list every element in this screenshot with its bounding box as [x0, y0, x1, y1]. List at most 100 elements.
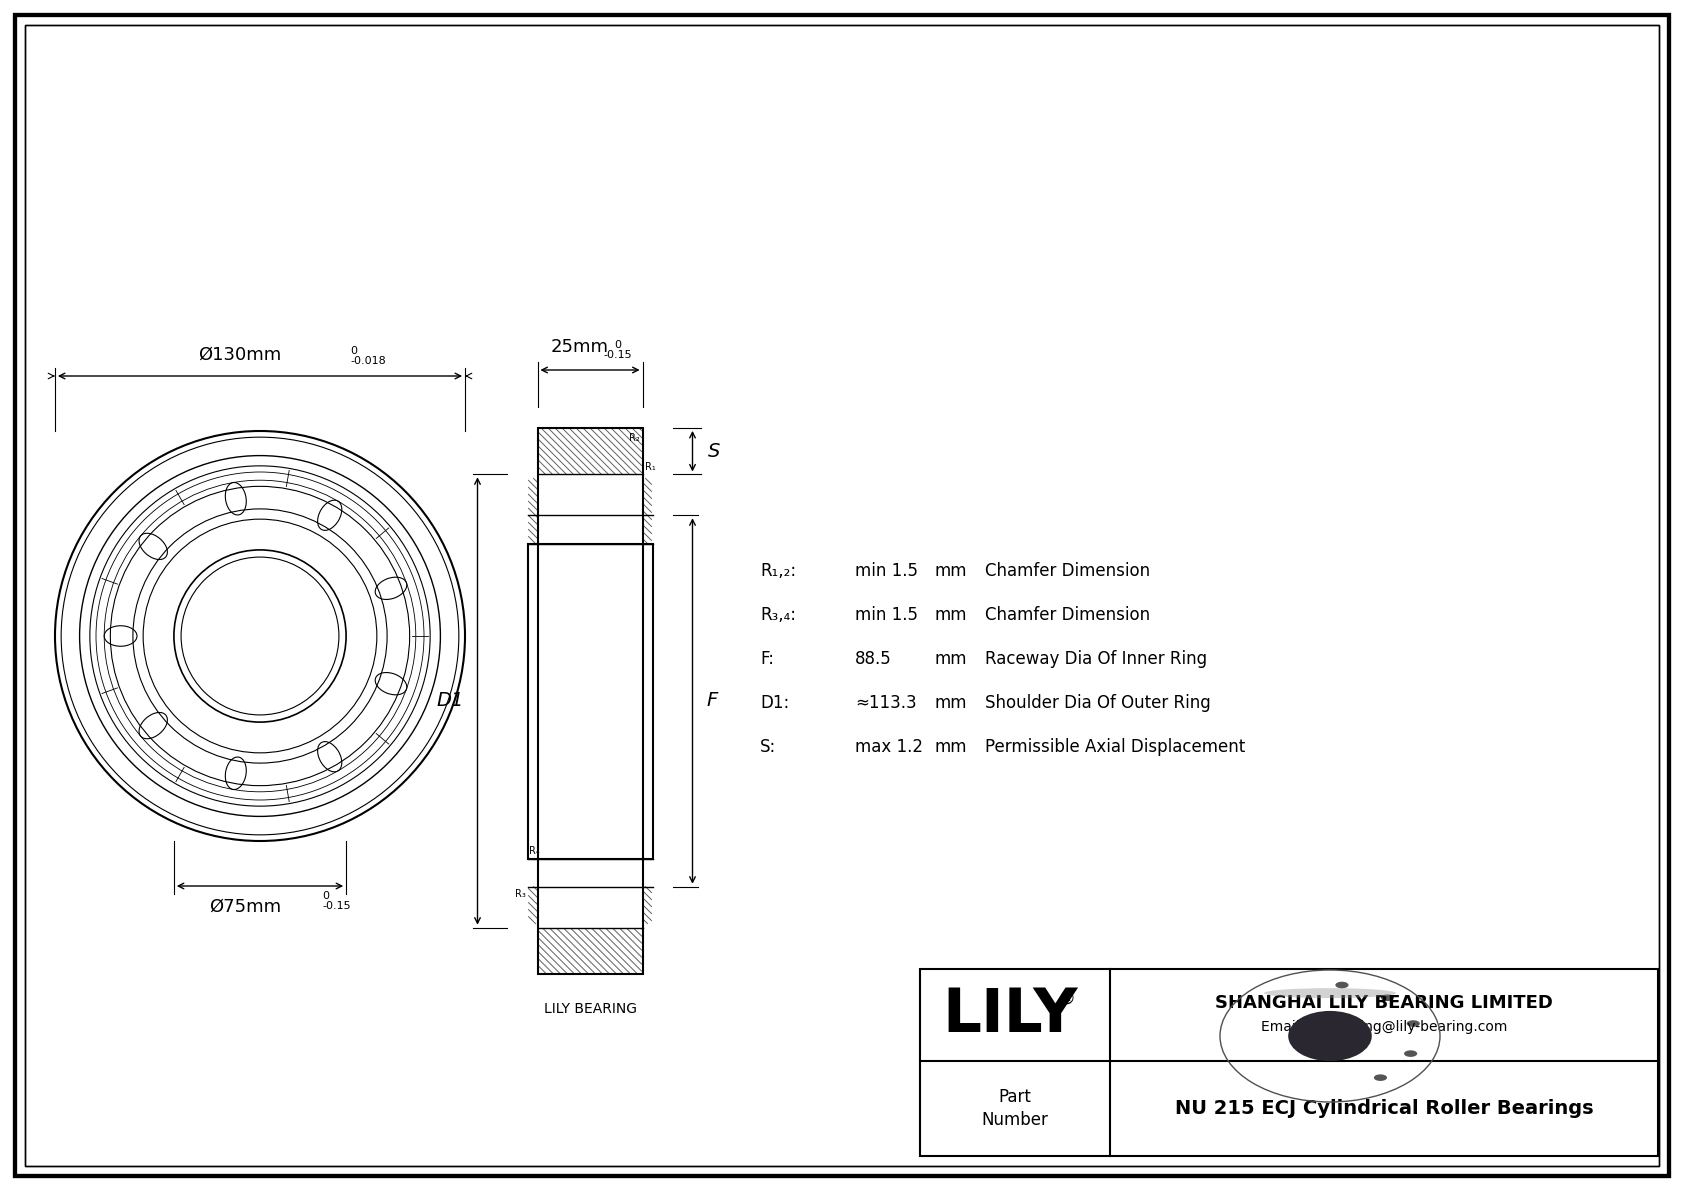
- Polygon shape: [1221, 1025, 1255, 1043]
- Text: Shoulder Dia Of Outer Ring: Shoulder Dia Of Outer Ring: [985, 694, 1211, 712]
- Polygon shape: [1334, 969, 1374, 984]
- Text: -0.15: -0.15: [322, 902, 350, 911]
- Polygon shape: [1371, 974, 1411, 990]
- Polygon shape: [1224, 1012, 1260, 1030]
- Polygon shape: [1435, 1053, 1468, 1071]
- Polygon shape: [1221, 1022, 1256, 1040]
- Polygon shape: [1440, 1040, 1474, 1058]
- Text: 88.5: 88.5: [855, 650, 893, 668]
- Text: R₃: R₃: [515, 888, 525, 899]
- Polygon shape: [1356, 972, 1396, 986]
- Text: min 1.5: min 1.5: [855, 562, 918, 580]
- Text: Chamfer Dimension: Chamfer Dimension: [985, 606, 1150, 624]
- Ellipse shape: [1250, 989, 1410, 1084]
- Text: R₃,₄:: R₃,₄:: [759, 606, 797, 624]
- Polygon shape: [1430, 1009, 1467, 1025]
- Polygon shape: [1438, 1022, 1472, 1040]
- Text: mm: mm: [935, 650, 968, 668]
- Polygon shape: [1238, 997, 1275, 1014]
- Polygon shape: [1436, 1049, 1470, 1066]
- Ellipse shape: [1239, 981, 1421, 1091]
- Polygon shape: [1438, 1025, 1472, 1043]
- Text: 0: 0: [322, 891, 328, 902]
- Bar: [919, 969, 1659, 1156]
- Ellipse shape: [1253, 984, 1474, 1115]
- Ellipse shape: [1295, 1015, 1366, 1058]
- Ellipse shape: [1288, 1011, 1372, 1061]
- Polygon shape: [1270, 979, 1308, 994]
- Polygon shape: [1229, 1004, 1266, 1022]
- Text: -0.15: -0.15: [603, 350, 632, 360]
- Polygon shape: [1384, 979, 1425, 994]
- Bar: [527, 886, 652, 924]
- Text: mm: mm: [935, 694, 968, 712]
- Bar: [537, 474, 643, 928]
- Text: SHANGHAI LILY BEARING LIMITED: SHANGHAI LILY BEARING LIMITED: [1216, 994, 1553, 1012]
- Text: Permissible Axial Displacement: Permissible Axial Displacement: [985, 738, 1244, 756]
- Text: Email: lilybearing@lily-bearing.com: Email: lilybearing@lily-bearing.com: [1261, 1019, 1507, 1034]
- Polygon shape: [1256, 984, 1295, 1000]
- Polygon shape: [1431, 1058, 1467, 1075]
- Polygon shape: [1223, 1049, 1256, 1066]
- Polygon shape: [1246, 990, 1285, 1006]
- Polygon shape: [1251, 986, 1290, 1003]
- Polygon shape: [1221, 1040, 1255, 1058]
- Text: max 1.2: max 1.2: [855, 738, 923, 756]
- Bar: [527, 543, 652, 859]
- Ellipse shape: [1335, 981, 1349, 989]
- Ellipse shape: [1406, 1021, 1420, 1027]
- Text: Part
Number: Part Number: [982, 1087, 1049, 1129]
- Ellipse shape: [1374, 1074, 1388, 1081]
- Polygon shape: [1233, 1000, 1270, 1017]
- Text: R₄: R₄: [529, 847, 541, 856]
- Polygon shape: [1364, 973, 1404, 987]
- Text: Chamfer Dimension: Chamfer Dimension: [985, 562, 1150, 580]
- Polygon shape: [1423, 1000, 1460, 1017]
- Text: Ø130mm: Ø130mm: [199, 347, 281, 364]
- Polygon shape: [1435, 1017, 1470, 1035]
- Polygon shape: [1224, 1053, 1260, 1071]
- Text: mm: mm: [935, 738, 968, 756]
- Text: NU 215 ECJ Cylindrical Roller Bearings: NU 215 ECJ Cylindrical Roller Bearings: [1175, 1099, 1593, 1118]
- Polygon shape: [1391, 981, 1430, 997]
- Polygon shape: [1219, 1030, 1253, 1048]
- Text: R₁,₂:: R₁,₂:: [759, 562, 797, 580]
- Text: Raceway Dia Of Inner Ring: Raceway Dia Of Inner Ring: [985, 650, 1207, 668]
- Text: LILY BEARING: LILY BEARING: [544, 1002, 637, 1016]
- Polygon shape: [1440, 1030, 1474, 1048]
- Text: ≈113.3: ≈113.3: [855, 694, 916, 712]
- Ellipse shape: [1219, 969, 1440, 1102]
- Polygon shape: [1297, 972, 1337, 986]
- Polygon shape: [1428, 1062, 1463, 1079]
- Ellipse shape: [1404, 1050, 1418, 1056]
- Polygon shape: [1303, 971, 1344, 985]
- Text: 25mm: 25mm: [551, 338, 610, 356]
- Bar: [507, 409, 672, 994]
- Polygon shape: [1426, 1004, 1463, 1022]
- Text: 0: 0: [615, 339, 621, 350]
- Polygon shape: [1438, 1045, 1472, 1062]
- Ellipse shape: [1275, 997, 1452, 1102]
- Polygon shape: [1221, 1045, 1255, 1062]
- Text: S: S: [707, 442, 719, 461]
- Text: mm: mm: [935, 562, 968, 580]
- Ellipse shape: [1381, 994, 1394, 1002]
- Polygon shape: [1319, 969, 1359, 984]
- Text: F: F: [707, 692, 717, 711]
- Text: R₂: R₂: [628, 434, 640, 443]
- Polygon shape: [1440, 1035, 1474, 1053]
- Bar: [537, 428, 643, 974]
- Polygon shape: [1241, 993, 1280, 1010]
- Text: F:: F:: [759, 650, 775, 668]
- Polygon shape: [1408, 990, 1447, 1006]
- Bar: [527, 478, 652, 516]
- Text: Ø75mm: Ø75mm: [209, 898, 281, 916]
- Text: min 1.5: min 1.5: [855, 606, 918, 624]
- Text: ®: ®: [1058, 990, 1076, 1008]
- Text: LILY: LILY: [943, 985, 1078, 1045]
- Polygon shape: [1229, 1062, 1265, 1079]
- Polygon shape: [1282, 974, 1322, 990]
- Polygon shape: [1327, 969, 1367, 984]
- Text: S:: S:: [759, 738, 776, 756]
- Polygon shape: [1418, 997, 1455, 1014]
